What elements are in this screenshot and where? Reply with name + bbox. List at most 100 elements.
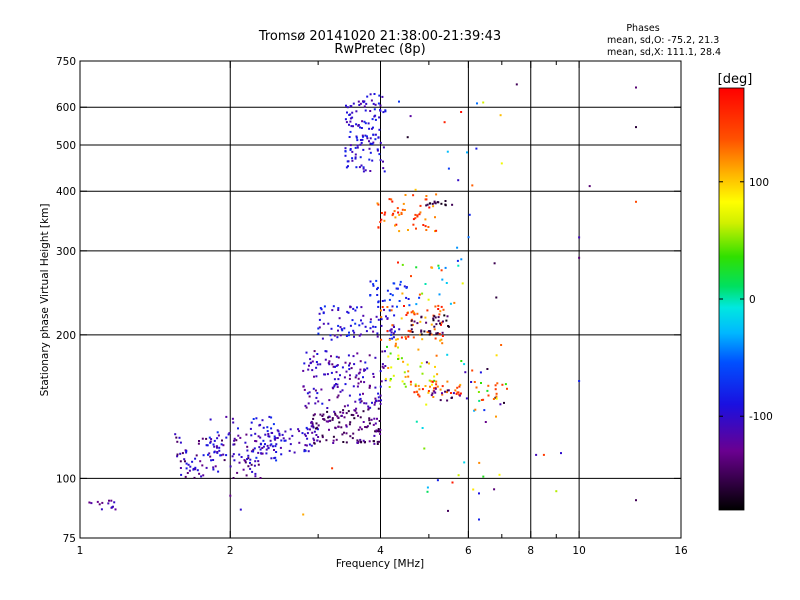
echo-point [441,392,443,395]
echo-point [446,150,449,153]
echo-point [418,388,421,391]
echo-point [442,320,444,323]
echo-point [316,392,319,395]
echo-point [452,392,455,395]
echo-point [219,454,222,457]
echo-point [535,453,538,456]
echo-point [349,130,352,133]
echo-point [334,413,337,416]
echo-point [432,205,435,208]
echo-point [348,364,350,367]
echo-point [347,165,349,168]
echo-point [415,303,418,306]
echo-point [394,216,397,219]
echo-point [376,430,379,432]
echo-point [434,202,437,205]
echo-point [360,400,363,403]
echo-point [356,144,359,147]
echo-point [372,126,374,129]
echo-point [377,396,380,399]
echo-point [439,399,442,402]
echo-point [364,361,367,364]
echo-point [383,213,386,216]
echo-point [346,160,349,163]
echo-point [237,434,240,437]
echo-point [339,411,342,414]
chart-title: Tromsø 20141020 21:38:00-21:39:43 [258,29,501,44]
echo-point [369,327,372,330]
echo-point [201,464,204,467]
echo-point [433,315,436,318]
echo-point [413,391,416,394]
echo-point [217,434,220,437]
echo-point [403,382,406,385]
echo-point [317,332,320,335]
scatter-points [88,83,637,521]
echo-point [179,460,182,463]
echo-point [309,428,311,431]
echo-point [415,227,417,230]
echo-point [368,440,371,443]
echo-point [345,335,348,337]
echo-point [303,450,306,453]
echo-point [500,162,503,165]
echo-point [473,409,476,412]
echo-point [352,355,355,358]
echo-point [495,354,498,357]
echo-point [369,137,372,140]
echo-point [98,503,101,506]
echo-point [252,448,255,451]
echo-point [434,230,436,233]
echo-point [232,443,235,446]
echo-point [375,315,378,318]
echo-point [325,420,328,423]
echo-point [379,109,382,112]
echo-point [421,388,424,391]
echo-point [346,111,348,114]
echo-point [314,389,317,392]
echo-point [498,473,501,476]
echo-point [207,453,209,456]
echo-point [354,157,357,160]
echo-point [456,386,459,389]
echo-point [259,443,262,446]
echo-point [458,385,461,388]
echo-point [291,434,294,437]
echo-point [436,385,439,388]
echo-point [315,361,318,363]
echo-point [356,441,359,444]
echo-point [258,446,261,449]
echo-point [445,319,448,322]
echo-point [346,310,349,313]
echo-point [374,326,377,328]
echo-point [412,223,415,226]
echo-point [495,395,498,398]
echo-point [465,397,468,400]
echo-point [369,142,372,145]
echo-point [427,298,430,301]
echo-point [259,448,262,451]
echo-point [331,386,334,389]
echo-point [179,452,182,455]
echo-point [229,465,232,468]
echo-point [375,279,378,282]
echo-point [344,118,347,121]
echo-point [431,266,434,269]
echo-point [457,391,460,394]
echo-point [397,354,400,357]
echo-point [397,358,399,360]
echo-point [412,336,415,339]
echo-point [354,376,357,379]
echo-point [355,123,358,126]
echo-point [400,213,403,215]
echo-point [366,425,369,428]
echo-point [356,352,359,355]
echo-point [453,301,456,304]
echo-point [362,167,365,170]
echo-point [426,203,429,206]
echo-point [327,362,330,364]
echo-point [386,306,389,308]
echo-point [441,331,444,334]
echo-point [427,391,430,394]
echo-point [424,198,427,201]
